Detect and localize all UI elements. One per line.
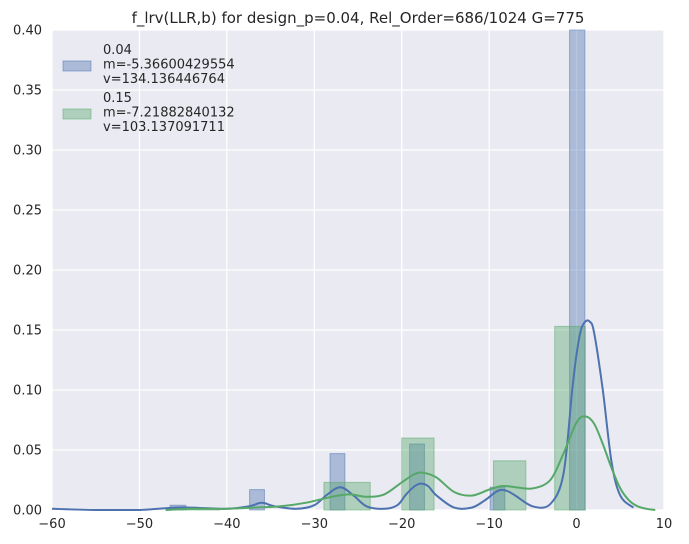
y-tick-label: 0.30 (13, 144, 42, 159)
x-tick-label: −50 (126, 517, 153, 532)
y-tick-label: 0.20 (13, 264, 42, 279)
x-tick-label: −60 (38, 517, 65, 532)
y-tick-label: 0.40 (13, 24, 42, 39)
x-axis-ticks: −60 −50 −40 −30 −20 −10 0 10 (38, 517, 672, 532)
x-tick-label: −20 (388, 517, 415, 532)
y-tick-label: 0.15 (13, 324, 42, 339)
legend-label-series-1: 0.04 (103, 43, 132, 58)
y-axis-ticks: 0.00 0.05 0.10 0.15 0.20 0.25 0.30 0.35 0.40 (13, 24, 42, 519)
y-tick-label: 0.05 (13, 444, 42, 459)
legend-label-series-2: 0.15 (103, 91, 132, 106)
chart-title: f_lrv(LLR,b) for design_p=0.04, Rel_Orde… (132, 9, 585, 28)
x-tick-label: 10 (656, 517, 673, 532)
legend-swatch-series-2 (62, 108, 92, 120)
legend-label-series-2: m=-7.21882840132 (103, 106, 235, 121)
legend-swatch-series-1 (62, 60, 92, 72)
kde-layer (51, 319, 656, 511)
y-tick-label: 0.35 (13, 84, 42, 99)
histogram-bar-series-2 (493, 460, 527, 511)
y-tick-label: 0.10 (13, 384, 42, 399)
kde-line-series-2 (165, 415, 656, 511)
y-tick-label: 0.25 (13, 204, 42, 219)
x-tick-label: 0 (572, 517, 580, 532)
legend: 0.04 m=-5.36600429554 v=134.136446764 0.1… (62, 43, 235, 135)
legend-label-series-1: m=-5.36600429554 (103, 58, 235, 73)
kde-line-series-1 (51, 319, 635, 511)
legend-label-series-1: v=134.136446764 (103, 72, 225, 87)
x-tick-label: −30 (301, 517, 328, 532)
x-tick-label: −40 (213, 517, 240, 532)
legend-label-series-2: v=103.137091711 (103, 120, 225, 135)
y-tick-label: 0.00 (13, 504, 42, 519)
x-tick-label: −10 (475, 517, 502, 532)
